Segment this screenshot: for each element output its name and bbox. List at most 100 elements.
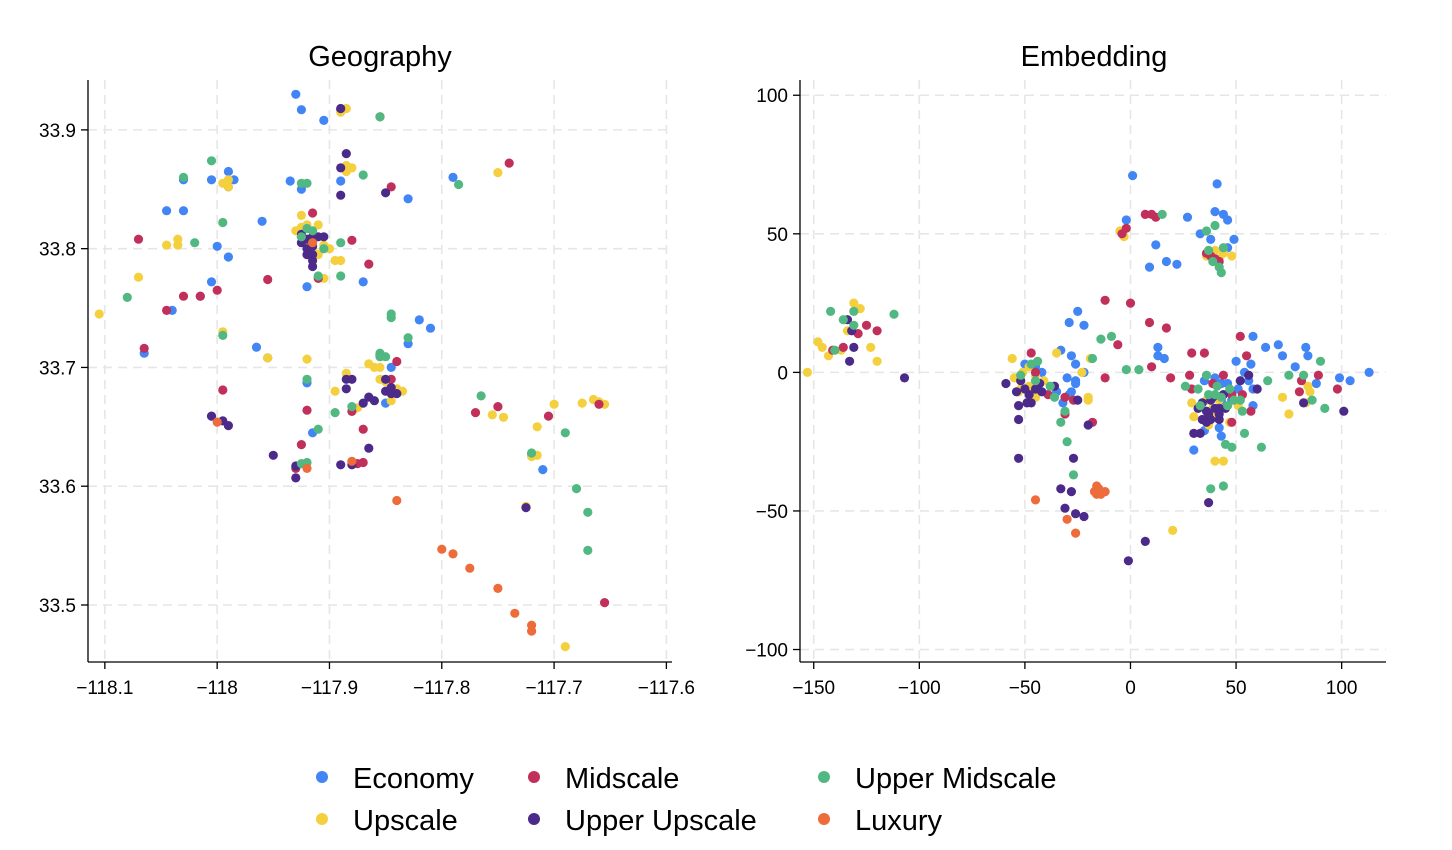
embedding-point-upper-midscale <box>889 309 899 319</box>
embedding-point-economy <box>1066 351 1076 361</box>
embedding-point-upper-midscale <box>830 345 840 355</box>
geography-point-midscale <box>133 234 144 244</box>
embedding-point-economy <box>1159 353 1169 364</box>
legend-item-midscale: Midscale <box>528 763 679 795</box>
embedding-point-midscale <box>1218 370 1228 380</box>
embedding-point-upscale <box>1007 353 1017 364</box>
embedding-point-upper-upscale <box>1244 370 1254 380</box>
geography-point-upper-midscale <box>296 232 306 242</box>
geography-point-midscale <box>178 291 189 301</box>
geography-point-upper-midscale <box>583 545 593 556</box>
embedding-point-luxury <box>1062 514 1072 524</box>
geography-point-upper-midscale <box>454 179 464 190</box>
geography-point-upscale <box>313 220 323 230</box>
embedding-point-upper-midscale <box>1208 256 1218 267</box>
legend-swatch-midscale <box>528 771 540 783</box>
embedding-x-tick-label: 100 <box>1326 678 1358 699</box>
geography-point-luxury <box>347 456 357 466</box>
geography-point-upscale <box>94 309 104 319</box>
embedding-y-tick-label: −100 <box>745 641 788 662</box>
embedding-point-upscale <box>1187 398 1197 408</box>
legend-label-upper-upscale: Upper Upscale <box>565 805 757 837</box>
embedding-point-economy <box>1144 262 1155 272</box>
geography-point-midscale <box>139 343 149 353</box>
geography-point-upper-upscale <box>206 411 217 421</box>
geography-y-tick-label: 33.7 <box>39 358 76 379</box>
geography-point-midscale <box>600 598 610 608</box>
embedding-point-upper-midscale <box>1045 381 1055 391</box>
geography-point-upper-upscale <box>369 396 379 406</box>
geography-points <box>94 89 610 652</box>
geography-point-upscale <box>375 362 385 372</box>
embedding-point-upper-midscale <box>1195 401 1205 411</box>
embedding-point-luxury <box>1090 487 1100 497</box>
geography-y-tick-label: 33.5 <box>39 596 76 617</box>
embedding-point-economy <box>1364 367 1374 377</box>
geography-point-midscale <box>386 182 396 192</box>
embedding-point-upper-midscale <box>838 315 848 325</box>
geography-point-upscale <box>532 422 542 432</box>
geography-point-midscale <box>162 305 172 315</box>
geography-point-upper-upscale <box>381 188 391 198</box>
embedding-point-upscale <box>1284 409 1294 419</box>
geography-point-upper-midscale <box>308 226 318 236</box>
geography-point-upscale <box>133 272 144 282</box>
geography-point-upscale <box>223 182 233 192</box>
embedding-point-economy <box>1182 212 1193 222</box>
embedding-point-upper-upscale <box>1071 509 1081 519</box>
geography-point-economy <box>285 176 295 186</box>
geography-y-tick-label: 33.6 <box>39 477 76 498</box>
geography-point-economy <box>386 362 396 372</box>
embedding-point-midscale <box>1140 209 1150 219</box>
geography-x-tick-label: −117.9 <box>301 678 358 699</box>
embedding-point-upper-midscale <box>1157 209 1167 219</box>
geography-point-economy <box>162 206 172 216</box>
embedding-point-economy <box>1079 320 1089 330</box>
embedding-point-midscale <box>1294 387 1304 397</box>
geography-point-upper-upscale <box>308 261 318 272</box>
legend-swatch-upper-upscale <box>528 813 540 825</box>
embedding-point-economy <box>1277 351 1288 361</box>
embedding-point-upper-upscale <box>849 342 859 352</box>
geography-point-economy <box>206 277 217 287</box>
geography-point-upper-upscale <box>364 443 374 453</box>
geography-point-upscale <box>330 386 340 396</box>
embedding-point-upper-upscale <box>1056 484 1066 494</box>
geography-point-midscale <box>358 424 368 434</box>
geography-point-upper-midscale <box>527 448 537 458</box>
embedding-point-economy <box>1334 373 1345 383</box>
embedding-point-upper-midscale <box>1212 381 1222 391</box>
embedding-point-midscale <box>1235 331 1245 341</box>
embedding-point-upper-midscale <box>1096 334 1106 344</box>
geography-x-tick-label: −117.6 <box>638 678 695 699</box>
embedding-point-upper-upscale <box>1014 414 1024 425</box>
embedding-point-upper-midscale <box>1237 406 1247 416</box>
geography-point-upper-upscale <box>341 384 351 394</box>
geography-point-upscale <box>296 210 306 220</box>
geography-point-upper-upscale <box>336 460 346 470</box>
legend-label-upscale: Upscale <box>353 805 458 837</box>
embedding-y-tick-label: −50 <box>756 502 788 523</box>
embedding-point-upper-upscale <box>1024 390 1034 400</box>
geography-ticks: −118.1 −118 −117.9 −117.8 −117.7 −117.6 33.5 33… <box>39 121 695 699</box>
geography-y-tick-label: 33.9 <box>39 121 76 142</box>
embedding-point-upper-upscale <box>1123 556 1133 566</box>
embedding-point-economy <box>1273 340 1283 350</box>
embedding-point-upper-upscale <box>1060 503 1070 513</box>
embedding-point-upper-midscale <box>1263 376 1273 386</box>
geography-point-upscale <box>336 255 346 266</box>
geography-point-upper-midscale <box>319 244 329 254</box>
embedding-point-midscale <box>1187 348 1197 358</box>
embedding-x-tick-label: −150 <box>792 678 835 699</box>
embedding-point-midscale <box>1313 370 1323 380</box>
embedding-point-upper-midscale <box>1284 370 1294 380</box>
geography-point-economy <box>206 175 217 185</box>
geography-point-upper-upscale <box>358 398 368 408</box>
embedding-point-economy <box>1210 207 1220 217</box>
embedding-point-midscale <box>1100 373 1110 383</box>
geography-title: Geography <box>308 41 452 73</box>
embedding-point-upper-upscale <box>1014 401 1024 411</box>
embedding-point-upper-midscale <box>1218 243 1228 253</box>
